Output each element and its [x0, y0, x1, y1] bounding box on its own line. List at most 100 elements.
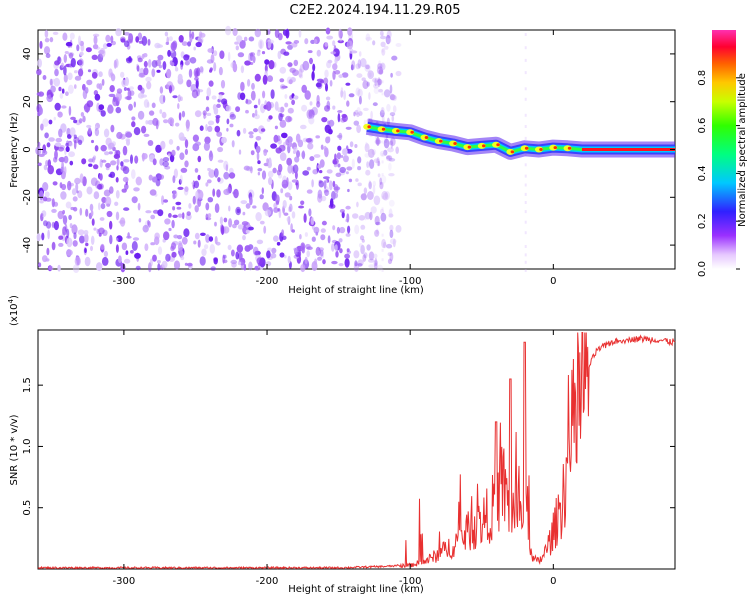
noise-speckle [191, 31, 195, 40]
noise-speckle [51, 208, 57, 213]
noise-speckle [178, 35, 184, 43]
noise-speckle [372, 77, 379, 83]
noise-speckle [147, 38, 151, 46]
noise-speckle [286, 216, 290, 222]
noise-speckle [298, 205, 305, 209]
noise-speckle [44, 132, 49, 139]
noise-speckle [216, 131, 223, 137]
noise-speckle [248, 226, 254, 231]
noise-speckle [164, 218, 171, 225]
x-tick-label: -200 [256, 276, 279, 287]
noise-speckle [98, 104, 105, 111]
noise-speckle [340, 87, 344, 94]
noise-speckle [203, 141, 210, 151]
noise-speckle [134, 155, 139, 164]
noise-speckle [79, 51, 84, 56]
noise-speckle [67, 134, 72, 139]
noise-speckle [368, 92, 371, 100]
noise-artifact [524, 58, 527, 62]
noise-speckle [363, 252, 368, 259]
noise-speckle [207, 197, 214, 203]
noise-speckle [222, 254, 225, 264]
noise-speckle [343, 90, 346, 101]
noise-speckle [181, 41, 188, 46]
noise-speckle [301, 104, 308, 112]
noise-speckle [383, 89, 391, 98]
noise-artifact [381, 92, 384, 96]
noise-speckle [336, 152, 342, 160]
colorbar-tick-label: 0.0 [697, 261, 708, 277]
noise-speckle [53, 77, 61, 87]
noise-speckle [281, 132, 288, 139]
noise-speckle [308, 109, 315, 119]
noise-speckle [391, 55, 398, 61]
noise-speckle [231, 140, 235, 148]
noise-speckle [356, 107, 361, 115]
noise-speckle [163, 199, 169, 203]
noise-speckle [372, 40, 376, 46]
noise-speckle [341, 72, 349, 78]
noise-speckle [199, 66, 204, 73]
noise-speckle [221, 225, 225, 236]
noise-speckle [311, 179, 314, 188]
noise-speckle [284, 94, 288, 99]
noise-speckle [77, 59, 83, 65]
noise-speckle [281, 179, 289, 189]
noise-speckle [91, 54, 98, 60]
noise-speckle [315, 82, 322, 88]
noise-speckle [66, 237, 73, 248]
noise-speckle [46, 142, 51, 148]
signal-blob-core [496, 143, 500, 147]
noise-speckle [383, 138, 390, 149]
noise-speckle [287, 255, 291, 264]
noise-speckle [197, 174, 201, 181]
noise-speckle [72, 264, 80, 273]
noise-speckle [332, 63, 338, 71]
noise-speckle [321, 117, 328, 123]
noise-speckle [258, 39, 264, 50]
noise-speckle [391, 95, 397, 102]
noise-speckle [141, 153, 148, 160]
noise-speckle [80, 112, 85, 117]
noise-speckle [302, 170, 310, 176]
signal-blob-core [453, 142, 457, 145]
noise-speckle [353, 262, 359, 273]
noise-speckle [195, 78, 199, 89]
noise-speckle [370, 110, 373, 120]
noise-speckle [73, 134, 77, 139]
noise-speckle [261, 51, 266, 55]
noise-speckle [123, 40, 130, 48]
noise-speckle [379, 62, 386, 71]
noise-artifact [381, 80, 384, 84]
noise-speckle [98, 202, 101, 211]
noise-speckle [74, 256, 81, 266]
noise-speckle [145, 76, 152, 82]
noise-speckle [43, 220, 48, 227]
noise-speckle [300, 264, 306, 273]
noise-speckle [362, 80, 369, 89]
noise-speckle [288, 142, 293, 148]
noise-speckle [369, 211, 373, 221]
noise-speckle [326, 60, 332, 69]
noise-artifact [524, 163, 527, 167]
noise-speckle [334, 70, 341, 75]
noise-speckle [37, 141, 41, 148]
signal-blob-core [439, 139, 443, 143]
noise-speckle [374, 262, 378, 270]
noise-speckle [156, 69, 161, 73]
noise-speckle [58, 235, 64, 240]
noise-speckle [59, 92, 64, 99]
noise-speckle [116, 131, 123, 140]
noise-speckle [377, 78, 383, 86]
noise-speckle [287, 107, 294, 114]
noise-speckle [357, 182, 362, 187]
noise-speckle [186, 211, 191, 217]
noise-speckle [163, 231, 170, 241]
noise-speckle [183, 54, 190, 61]
noise-speckle [214, 221, 217, 227]
noise-speckle [258, 98, 261, 106]
noise-speckle [168, 213, 172, 218]
noise-speckle [63, 54, 67, 63]
noise-artifact [524, 183, 527, 187]
noise-speckle [256, 257, 264, 265]
